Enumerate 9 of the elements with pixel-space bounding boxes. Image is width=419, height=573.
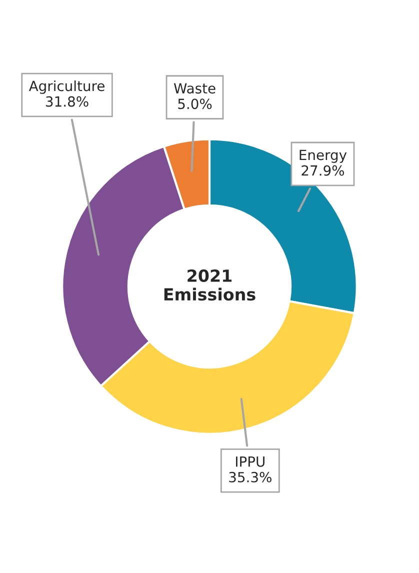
text: 2021 Emissions bbox=[164, 269, 256, 301]
data-label: 5.0% bbox=[178, 98, 212, 110]
slice-label: Agriculture bbox=[28, 80, 104, 94]
data-label: 27.9% bbox=[302, 165, 344, 176]
slice-label: Energy bbox=[300, 150, 347, 163]
slice-label: Waste bbox=[174, 83, 216, 94]
data-label: 31.8% bbox=[46, 96, 88, 107]
data-label: 35.3% bbox=[229, 472, 272, 482]
slice-label: IPPU bbox=[236, 456, 264, 467]
